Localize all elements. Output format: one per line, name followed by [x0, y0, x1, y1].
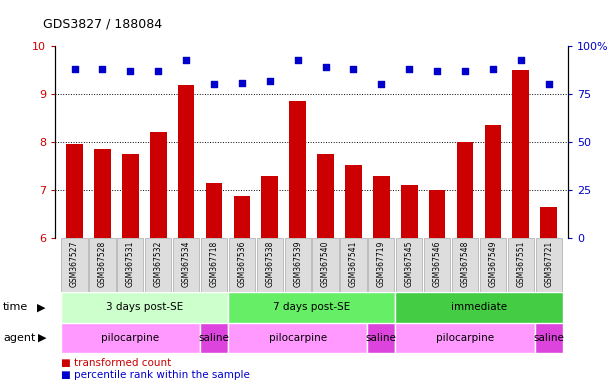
Text: immediate: immediate: [451, 302, 507, 312]
Text: GSM367536: GSM367536: [238, 241, 246, 287]
Text: ▶: ▶: [38, 333, 46, 343]
Text: GSM367551: GSM367551: [516, 241, 525, 287]
Bar: [401, 185, 417, 238]
Point: [348, 66, 358, 72]
Bar: [117, 238, 144, 292]
Bar: [452, 238, 478, 292]
Point: [376, 81, 386, 88]
Bar: [178, 86, 194, 238]
Text: GSM367540: GSM367540: [321, 241, 330, 287]
Text: GSM367527: GSM367527: [70, 241, 79, 287]
Text: GSM367718: GSM367718: [210, 241, 219, 287]
Text: GSM367531: GSM367531: [126, 241, 135, 287]
Point: [544, 81, 554, 88]
Bar: [233, 196, 251, 238]
Bar: [429, 190, 445, 238]
Bar: [60, 323, 200, 353]
Bar: [485, 125, 501, 238]
Bar: [480, 238, 506, 292]
Text: GSM367541: GSM367541: [349, 241, 358, 287]
Bar: [368, 238, 395, 292]
Bar: [340, 238, 367, 292]
Point: [209, 81, 219, 88]
Bar: [345, 165, 362, 238]
Bar: [228, 323, 367, 353]
Text: GSM367532: GSM367532: [154, 241, 163, 287]
Bar: [367, 323, 395, 353]
Bar: [424, 238, 450, 292]
Text: GSM367546: GSM367546: [433, 241, 442, 287]
Text: GSM367721: GSM367721: [544, 241, 553, 287]
Point: [321, 64, 331, 70]
Text: GDS3827 / 188084: GDS3827 / 188084: [43, 18, 162, 31]
Text: time: time: [3, 302, 28, 312]
Point: [516, 56, 525, 63]
Bar: [536, 238, 562, 292]
Bar: [262, 176, 278, 238]
Bar: [535, 323, 563, 353]
Bar: [229, 238, 255, 292]
Point: [181, 56, 191, 63]
Point: [237, 79, 247, 86]
Bar: [540, 207, 557, 238]
Point: [488, 66, 498, 72]
Bar: [89, 238, 115, 292]
Bar: [456, 142, 474, 238]
Text: 3 days post-SE: 3 days post-SE: [106, 302, 183, 312]
Text: ▶: ▶: [37, 302, 45, 312]
Text: GSM367548: GSM367548: [461, 241, 469, 287]
Bar: [395, 323, 535, 353]
Text: ■ percentile rank within the sample: ■ percentile rank within the sample: [61, 370, 250, 380]
Bar: [317, 154, 334, 238]
Text: GSM367528: GSM367528: [98, 241, 107, 287]
Point: [265, 78, 275, 84]
Text: GSM367538: GSM367538: [265, 241, 274, 287]
Point: [153, 68, 163, 74]
Text: ■ transformed count: ■ transformed count: [61, 358, 171, 368]
Point: [70, 66, 79, 72]
Point: [432, 68, 442, 74]
Bar: [173, 238, 199, 292]
Text: pilocarpine: pilocarpine: [436, 333, 494, 343]
Bar: [200, 323, 228, 353]
Point: [404, 66, 414, 72]
Text: agent: agent: [3, 333, 35, 343]
Bar: [257, 238, 283, 292]
Bar: [150, 132, 167, 238]
Text: saline: saline: [199, 333, 229, 343]
Bar: [289, 101, 306, 238]
Bar: [61, 238, 87, 292]
Bar: [373, 176, 390, 238]
Point: [460, 68, 470, 74]
Text: saline: saline: [533, 333, 564, 343]
Point: [98, 66, 108, 72]
Text: GSM367545: GSM367545: [404, 241, 414, 287]
Bar: [145, 238, 171, 292]
Bar: [201, 238, 227, 292]
Text: GSM367549: GSM367549: [488, 241, 497, 287]
Bar: [513, 70, 529, 238]
Bar: [285, 238, 311, 292]
Bar: [396, 238, 422, 292]
Bar: [508, 238, 534, 292]
Point: [125, 68, 135, 74]
Text: saline: saline: [366, 333, 397, 343]
Bar: [395, 292, 563, 323]
Bar: [94, 149, 111, 238]
Bar: [122, 154, 139, 238]
Bar: [60, 292, 228, 323]
Text: pilocarpine: pilocarpine: [101, 333, 159, 343]
Text: GSM367534: GSM367534: [181, 241, 191, 287]
Bar: [312, 238, 338, 292]
Bar: [228, 292, 395, 323]
Text: pilocarpine: pilocarpine: [269, 333, 327, 343]
Text: GSM367719: GSM367719: [377, 241, 386, 287]
Bar: [66, 144, 83, 238]
Point: [293, 56, 302, 63]
Text: 7 days post-SE: 7 days post-SE: [273, 302, 350, 312]
Bar: [206, 183, 222, 238]
Text: GSM367539: GSM367539: [293, 241, 302, 287]
